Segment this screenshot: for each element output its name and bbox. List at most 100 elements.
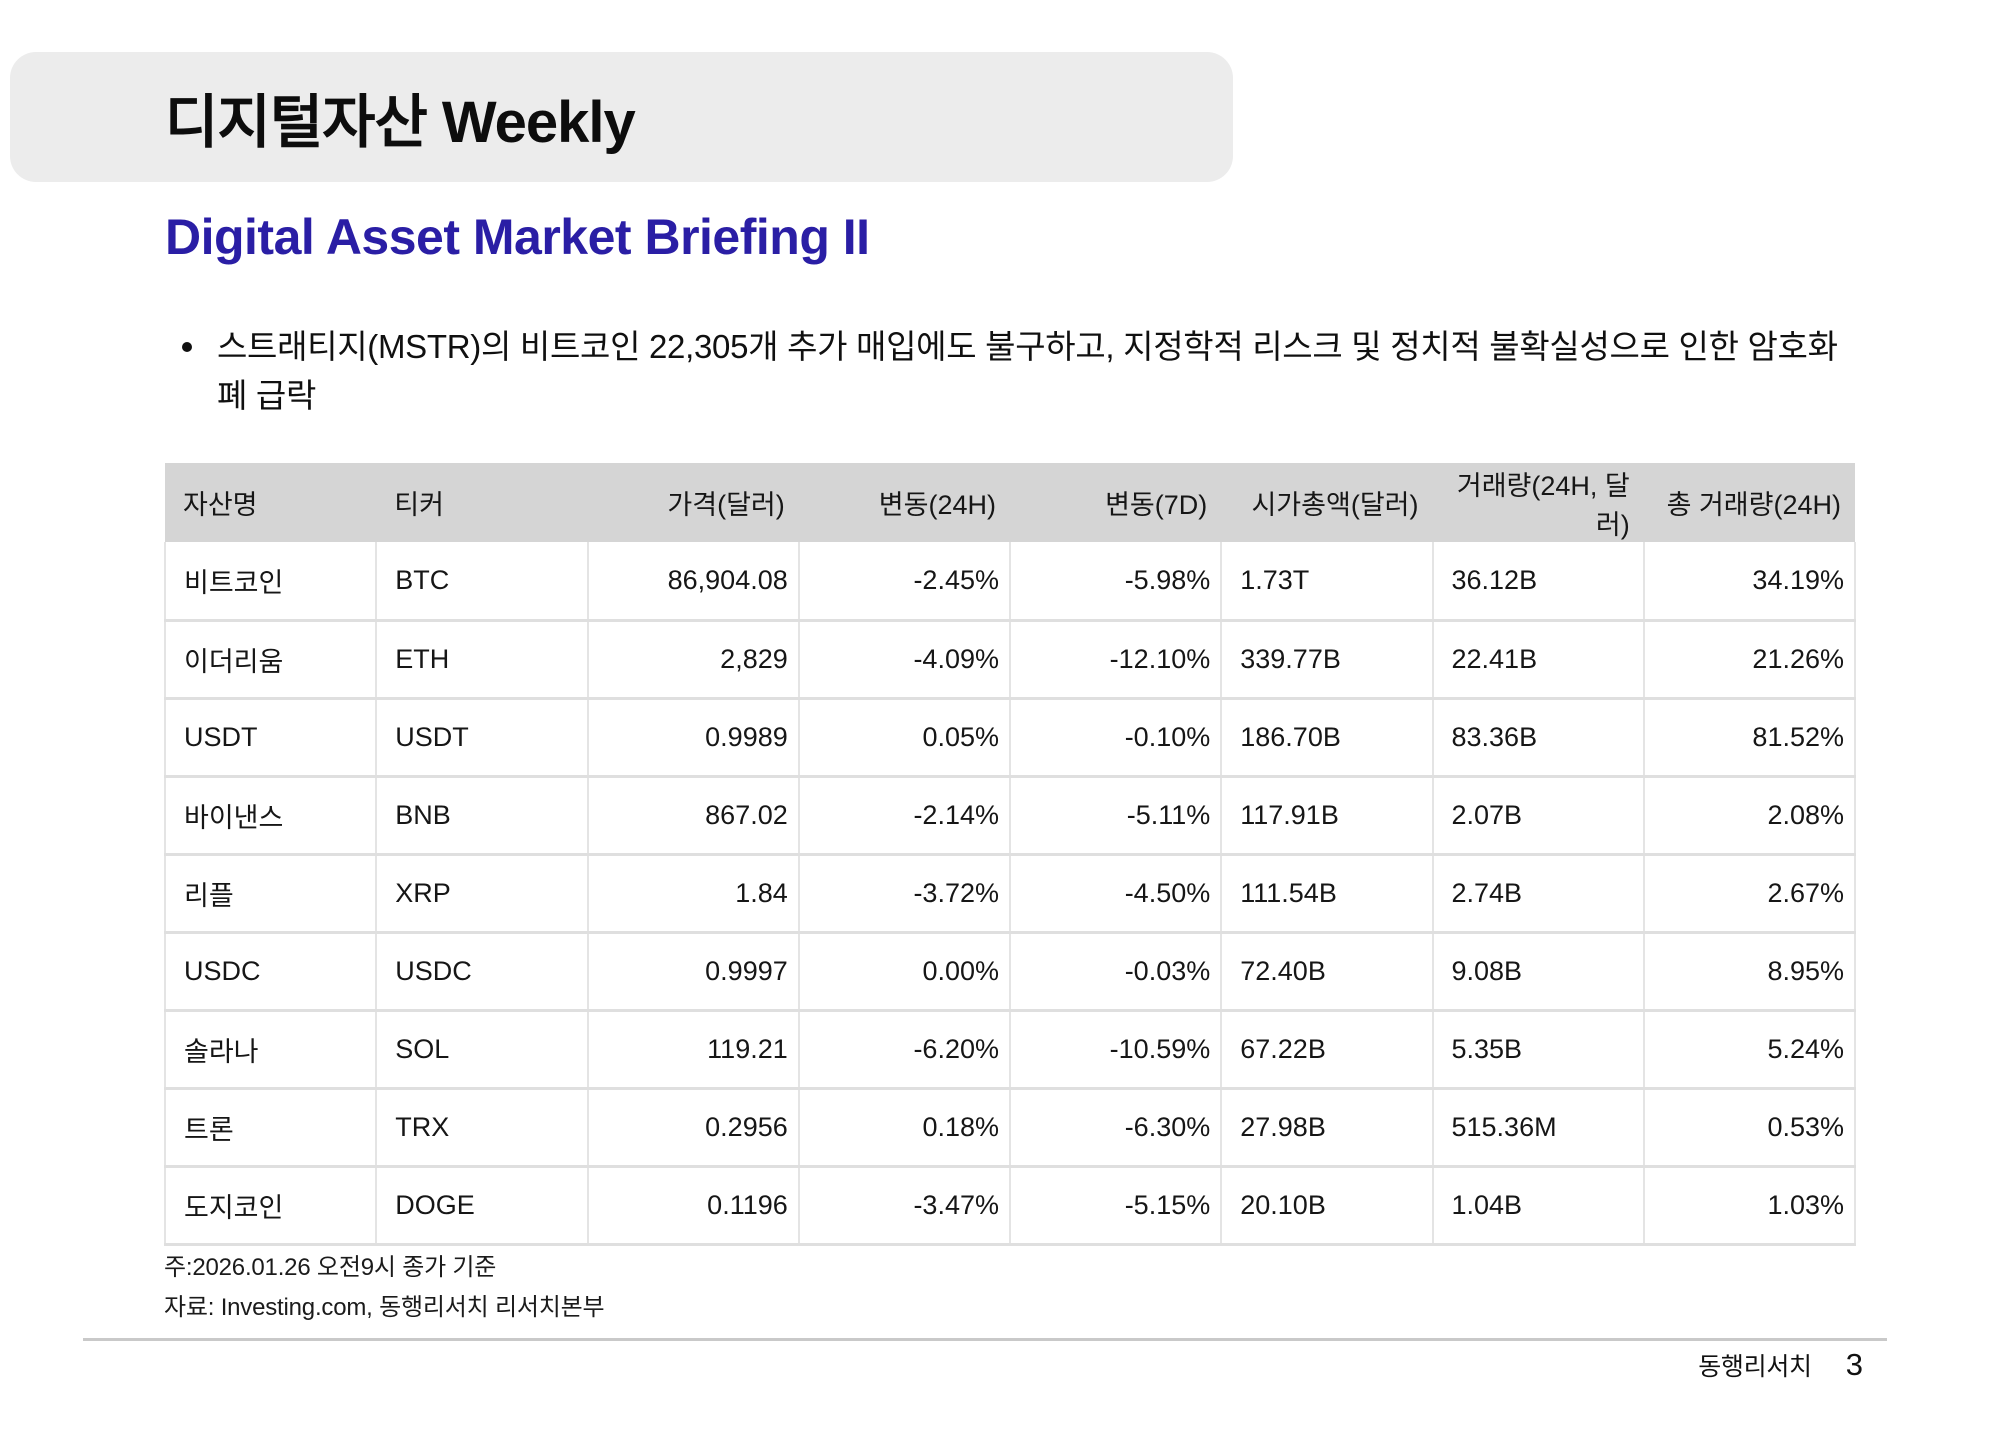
table-cell: TRX — [376, 1088, 589, 1168]
page-number: 3 — [1845, 1347, 1863, 1382]
footnote-basis: 주:2026.01.26 오전9시 종가 기준 — [164, 1254, 497, 1281]
table-cell: -10.59% — [1010, 1010, 1223, 1090]
table-cell: 86,904.08 — [587, 542, 800, 622]
column-header: 자산명 — [165, 463, 377, 542]
table-cell: -6.20% — [798, 1010, 1012, 1090]
table-cell: 36.12B — [1432, 542, 1645, 622]
table-cell: 22.41B — [1432, 620, 1645, 700]
table-cell: 21.26% — [1643, 620, 1857, 700]
table-cell: 515.36M — [1432, 1088, 1645, 1168]
table-cell: 0.9989 — [587, 698, 800, 778]
column-header: 시가총액(달러) — [1221, 463, 1433, 542]
table-cell: -4.50% — [1010, 854, 1223, 934]
table-cell: 1.04B — [1432, 1166, 1645, 1246]
table-cell: SOL — [376, 1010, 589, 1090]
table-cell: 2,829 — [587, 620, 800, 700]
table-cell: 0.00% — [798, 932, 1012, 1012]
table-row: USDC USDC 0.9997 0.00% -0.03% 72.40B 9.08B 8.95… — [163, 932, 1857, 1012]
table-cell: -0.10% — [1010, 698, 1223, 778]
table-cell: 0.1196 — [587, 1166, 800, 1246]
table-cell: -3.47% — [798, 1166, 1012, 1246]
table-cell: 1.84 — [587, 854, 800, 934]
table-cell: XRP — [376, 854, 589, 934]
asset-market-table: 자산명 티커 가격(달러) 변동(24H) 변동(7D) 시가총액(달러) 거래량(24H,… — [163, 463, 1857, 1246]
table-cell: 2.07B — [1432, 776, 1645, 856]
bullet-dot-icon — [182, 342, 192, 352]
table-header-row: 자산명 티커 가격(달러) 변동(24H) 변동(7D) 시가총액(달러) 거래량(24H,… — [165, 463, 1855, 542]
table-cell: BNB — [376, 776, 589, 856]
column-header: 변동(7D) — [1010, 463, 1222, 542]
table-cell: ETH — [376, 620, 589, 700]
table-cell: 리플 — [163, 854, 378, 934]
table-cell: 34.19% — [1643, 542, 1857, 622]
table-cell: 27.98B — [1221, 1088, 1434, 1168]
table-row: 트론 TRX 0.2956 0.18% -6.30% 27.98B 515.36M 0.53% — [163, 1088, 1857, 1168]
table-cell: USDT — [163, 698, 378, 778]
table-cell: 이더리움 — [163, 620, 378, 700]
table-cell: 111.54B — [1221, 854, 1434, 934]
table-cell: 비트코인 — [163, 542, 378, 622]
table-cell: -3.72% — [798, 854, 1012, 934]
table-cell: 바이낸스 — [163, 776, 378, 856]
summary-bullet: 스트래티지(MSTR)의 비트코인 22,305개 추가 매입에도 불구하고, … — [182, 322, 1842, 420]
table-cell: USDT — [376, 698, 589, 778]
table-cell: -5.15% — [1010, 1166, 1223, 1246]
table-cell: 867.02 — [587, 776, 800, 856]
table-cell: 트론 — [163, 1088, 378, 1168]
column-header: 변동(24H) — [798, 463, 1010, 542]
table-cell: 9.08B — [1432, 932, 1645, 1012]
table-cell: -4.09% — [798, 620, 1012, 700]
table-row: 바이낸스 BNB 867.02 -2.14% -5.11% 117.91B 2.07B 2.0… — [163, 776, 1857, 856]
footnote-source: 자료: Investing.com, 동행리서치 리서치본부 — [164, 1294, 605, 1321]
table-cell: DOGE — [376, 1166, 589, 1246]
table-cell: -5.11% — [1010, 776, 1223, 856]
table-cell: 5.35B — [1432, 1010, 1645, 1090]
table-cell: BTC — [376, 542, 589, 622]
table-cell: -6.30% — [1010, 1088, 1223, 1168]
table-cell: 2.74B — [1432, 854, 1645, 934]
column-header: 가격(달러) — [587, 463, 799, 542]
column-header: 거래량(24H, 달러) — [1432, 463, 1644, 542]
table-cell: 117.91B — [1221, 776, 1434, 856]
table-cell: 83.36B — [1432, 698, 1645, 778]
table-cell: 20.10B — [1221, 1166, 1434, 1246]
table-cell: 0.53% — [1643, 1088, 1857, 1168]
table-cell: USDC — [163, 932, 378, 1012]
table-cell: 67.22B — [1221, 1010, 1434, 1090]
table-row: 비트코인 BTC 86,904.08 -2.45% -5.98% 1.73T 36.12B 3… — [163, 542, 1857, 622]
section-subtitle: Digital Asset Market Briefing II — [165, 209, 870, 265]
table-cell: 8.95% — [1643, 932, 1857, 1012]
report-title: 디지털자산 Weekly — [165, 90, 636, 155]
table-row: 솔라나 SOL 119.21 -6.20% -10.59% 67.22B 5.35B 5.24… — [163, 1010, 1857, 1090]
table-header: 자산명 티커 가격(달러) 변동(24H) 변동(7D) 시가총액(달러) 거래량(24H,… — [165, 463, 1855, 542]
table-body: 비트코인 BTC 86,904.08 -2.45% -5.98% 1.73T 36.12B 3… — [163, 542, 1857, 1246]
table-cell: -12.10% — [1010, 620, 1223, 700]
table-cell: 1.03% — [1643, 1166, 1857, 1246]
table-cell: 119.21 — [587, 1010, 800, 1090]
table-cell: 1.73T — [1221, 542, 1434, 622]
page-footer: 동행리서치 3 — [1698, 1347, 1863, 1383]
table-cell: 0.2956 — [587, 1088, 800, 1168]
table-cell: USDC — [376, 932, 589, 1012]
table-cell: -2.14% — [798, 776, 1012, 856]
table-cell: 2.67% — [1643, 854, 1857, 934]
table-row: 이더리움 ETH 2,829 -4.09% -12.10% 339.77B 22.41B 21… — [163, 620, 1857, 700]
column-header: 티커 — [376, 463, 588, 542]
footer-divider — [83, 1338, 1887, 1341]
table-cell: 솔라나 — [163, 1010, 378, 1090]
footnotes: 주:2026.01.26 오전9시 종가 기준 자료: Investing.co… — [164, 1248, 605, 1328]
table-row: 리플 XRP 1.84 -3.72% -4.50% 111.54B 2.74B 2.67% — [163, 854, 1857, 934]
table-cell: 2.08% — [1643, 776, 1857, 856]
footer-brand: 동행리서치 — [1698, 1353, 1812, 1381]
table-cell: 0.05% — [798, 698, 1012, 778]
table-cell: 0.9997 — [587, 932, 800, 1012]
column-header: 총 거래량(24H) — [1643, 463, 1855, 542]
table-cell: 186.70B — [1221, 698, 1434, 778]
table-cell: -2.45% — [798, 542, 1012, 622]
bullet-text: 스트래티지(MSTR)의 비트코인 22,305개 추가 매입에도 불구하고, … — [217, 328, 1838, 414]
table-cell: -5.98% — [1010, 542, 1223, 622]
table-cell: 339.77B — [1221, 620, 1434, 700]
title-banner: 디지털자산 Weekly — [10, 52, 1233, 182]
table-row: 도지코인 DOGE 0.1196 -3.47% -5.15% 20.10B 1.04B 1.0… — [163, 1166, 1857, 1246]
